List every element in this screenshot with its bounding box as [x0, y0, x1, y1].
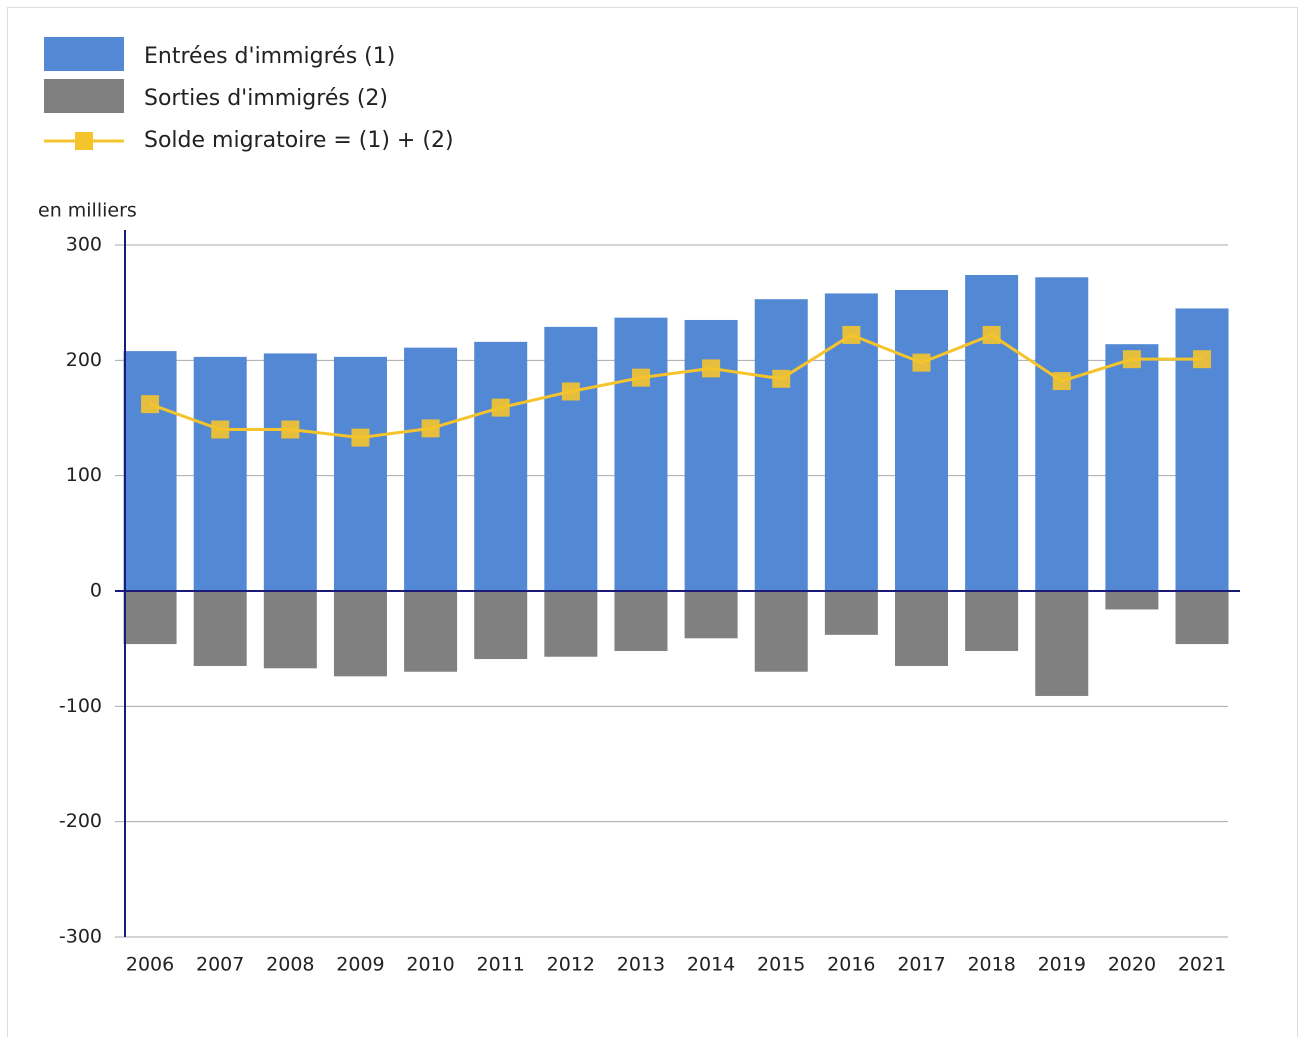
bar: [614, 317, 668, 591]
x-tick-label: 2020: [1108, 954, 1156, 976]
x-tick-label: 2018: [967, 954, 1015, 976]
y-tick-label: -200: [59, 810, 102, 832]
bar: [614, 591, 668, 651]
bar: [894, 591, 948, 666]
y-axis-label: en milliers: [38, 200, 137, 222]
line-marker: [702, 359, 721, 378]
bar: [894, 289, 948, 591]
x-tick-label: 2017: [897, 954, 945, 976]
line-marker: [842, 325, 861, 344]
x-tick-label: 2019: [1038, 954, 1086, 976]
bar: [404, 347, 458, 591]
line-marker: [1122, 350, 1141, 369]
line-marker: [281, 420, 300, 439]
x-tick-label: 2011: [477, 954, 525, 976]
bar: [193, 591, 247, 666]
bar: [1175, 591, 1229, 645]
line-marker: [1052, 372, 1071, 391]
line-marker: [421, 419, 440, 438]
line-marker: [772, 369, 791, 388]
legend-label: Entrées d'immigrés (1): [144, 44, 395, 69]
bar: [544, 591, 598, 657]
legend-label: Sorties d'immigrés (2): [144, 86, 388, 111]
line-marker: [982, 325, 1001, 344]
x-tick-label: 2010: [406, 954, 454, 976]
y-tick-label: 300: [66, 234, 102, 256]
bar: [404, 591, 458, 672]
line-marker: [141, 395, 160, 414]
y-tick-label: -300: [59, 926, 102, 948]
bar: [754, 591, 808, 672]
bar: [1035, 591, 1089, 696]
bar: [965, 591, 1019, 651]
x-tick-label: 2006: [126, 954, 174, 976]
line-marker: [351, 428, 370, 447]
bar: [1035, 277, 1089, 591]
line-marker: [631, 368, 650, 387]
bar: [1105, 344, 1159, 591]
line-marker: [912, 353, 931, 372]
legend-swatch: [75, 132, 93, 150]
bar: [1105, 591, 1159, 610]
line-marker: [561, 382, 580, 401]
x-tick-label: 2009: [336, 954, 384, 976]
bar: [965, 274, 1019, 591]
legend-swatch: [44, 37, 124, 71]
x-tick-label: 2007: [196, 954, 244, 976]
x-tick-label: 2013: [617, 954, 665, 976]
x-tick-label: 2015: [757, 954, 805, 976]
bar: [193, 356, 247, 591]
line-marker: [1193, 350, 1212, 369]
bar: [474, 591, 528, 660]
legend-swatch: [44, 79, 124, 113]
bar: [824, 591, 878, 635]
line: [149, 333, 1203, 440]
bar: [544, 326, 598, 591]
bar: [333, 591, 387, 677]
bar: [754, 299, 808, 591]
bar: [474, 341, 528, 591]
line-marker: [211, 420, 230, 439]
x-tick-label: 2012: [547, 954, 595, 976]
y-tick-label: 0: [90, 580, 102, 602]
x-tick-label: 2008: [266, 954, 314, 976]
bar: [123, 351, 177, 591]
y-tick-label: -100: [59, 695, 102, 717]
bar: [263, 353, 317, 591]
y-tick-label: 100: [66, 464, 102, 486]
x-tick-label: 2021: [1178, 954, 1226, 976]
bar: [684, 591, 738, 639]
line-marker: [491, 398, 510, 417]
bar: [263, 591, 317, 669]
bar: [123, 591, 177, 645]
y-tick-label: 200: [66, 349, 102, 371]
frame: [7, 7, 1298, 1037]
x-tick-label: 2016: [827, 954, 875, 976]
legend-label: Solde migratoire = (1) + (2): [144, 128, 454, 153]
bar: [333, 356, 387, 591]
x-tick-label: 2014: [687, 954, 735, 976]
